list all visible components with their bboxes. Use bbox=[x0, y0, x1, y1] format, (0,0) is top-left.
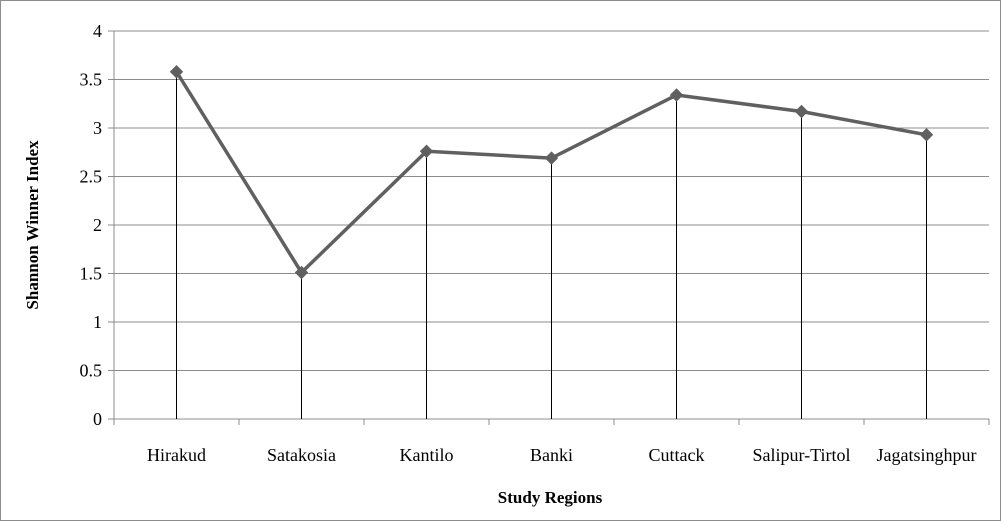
x-tick-label: Kantilo bbox=[400, 445, 454, 465]
axes bbox=[108, 30, 990, 425]
x-tick-label: Banki bbox=[530, 445, 573, 465]
x-tick-label: Hirakud bbox=[147, 445, 206, 465]
y-axis-title: Shannon Winner Index bbox=[23, 140, 42, 310]
data-point-satakosia bbox=[294, 265, 309, 280]
y-tick-label: 1.5 bbox=[80, 264, 103, 284]
data-point-jagatsinghpur bbox=[919, 128, 934, 142]
x-tick-label: Jagatsinghpur bbox=[877, 445, 977, 465]
x-tick-label: Satakosia bbox=[267, 445, 336, 465]
drop-lines bbox=[176, 71, 927, 419]
data-point-cuttack bbox=[669, 88, 684, 102]
y-tick-labels: 0 0.5 1 1.5 2 2.5 3 3.5 4 bbox=[80, 21, 103, 429]
x-tick-label: Cuttack bbox=[649, 445, 705, 465]
y-tick-label: 3.5 bbox=[80, 70, 103, 90]
y-tick-label: 2.5 bbox=[80, 167, 103, 187]
series bbox=[169, 65, 934, 280]
y-tick-label: 2 bbox=[93, 215, 102, 235]
y-tick-label: 1 bbox=[93, 312, 102, 332]
y-tick-label: 3 bbox=[93, 118, 102, 138]
y-tick-label: 4 bbox=[93, 21, 102, 41]
data-point-hirakud bbox=[169, 65, 184, 79]
data-point-banki bbox=[544, 151, 559, 165]
x-tick-label: Salipur-Tirtol bbox=[753, 445, 851, 465]
data-point-kantilo bbox=[419, 144, 434, 158]
y-tick-label: 0 bbox=[93, 409, 102, 429]
data-point-salipur-tirtol bbox=[794, 104, 809, 119]
x-axis-title: Study Regions bbox=[498, 488, 603, 507]
y-tick-label: 0.5 bbox=[80, 361, 103, 381]
x-tick-labels: Hirakud Satakosia Kantilo Banki Cuttack Salip… bbox=[147, 445, 976, 465]
